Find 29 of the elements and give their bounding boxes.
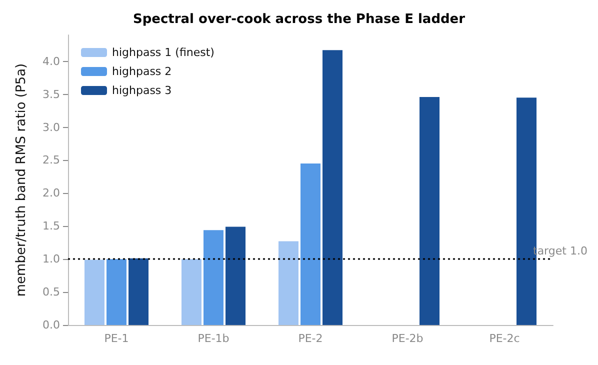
chart-title: Spectral over-cook across the Phase E ladder bbox=[132, 12, 466, 27]
x-tick-label: PE-1 bbox=[104, 332, 129, 345]
y-tick-label: 2.5 bbox=[42, 154, 60, 167]
bar bbox=[322, 50, 343, 325]
x-tick-label: PE-1b bbox=[198, 332, 230, 345]
x-tick-label: PE-2 bbox=[298, 332, 323, 345]
x-tick-label: PE-2c bbox=[489, 332, 520, 345]
bar bbox=[278, 241, 298, 325]
y-tick-label: 1.5 bbox=[42, 220, 60, 233]
legend-label: highpass 3 bbox=[112, 84, 172, 97]
y-axis-title: member/truth band RMS ratio (P5a) bbox=[14, 63, 29, 297]
y-tick-label: 0.5 bbox=[42, 286, 60, 299]
y-tick-label: 0.0 bbox=[42, 318, 60, 332]
y-tick-label: 3.0 bbox=[42, 120, 60, 134]
y-tick-label: 3.5 bbox=[42, 88, 60, 101]
legend-label: highpass 1 (finest) bbox=[112, 46, 214, 59]
y-tick-label: 4.0 bbox=[42, 54, 60, 68]
bar bbox=[203, 230, 224, 325]
y-tick-label: 2.0 bbox=[42, 186, 60, 200]
bar bbox=[181, 259, 202, 325]
legend-label: highpass 2 bbox=[112, 65, 172, 78]
x-tick-label: PE-2b bbox=[392, 332, 424, 345]
bar bbox=[84, 260, 104, 325]
bar bbox=[420, 96, 440, 325]
bar bbox=[226, 226, 246, 325]
bar bbox=[300, 164, 321, 325]
bar bbox=[128, 258, 149, 325]
bar bbox=[106, 259, 127, 325]
y-tick-label: 1.0 bbox=[42, 252, 60, 266]
